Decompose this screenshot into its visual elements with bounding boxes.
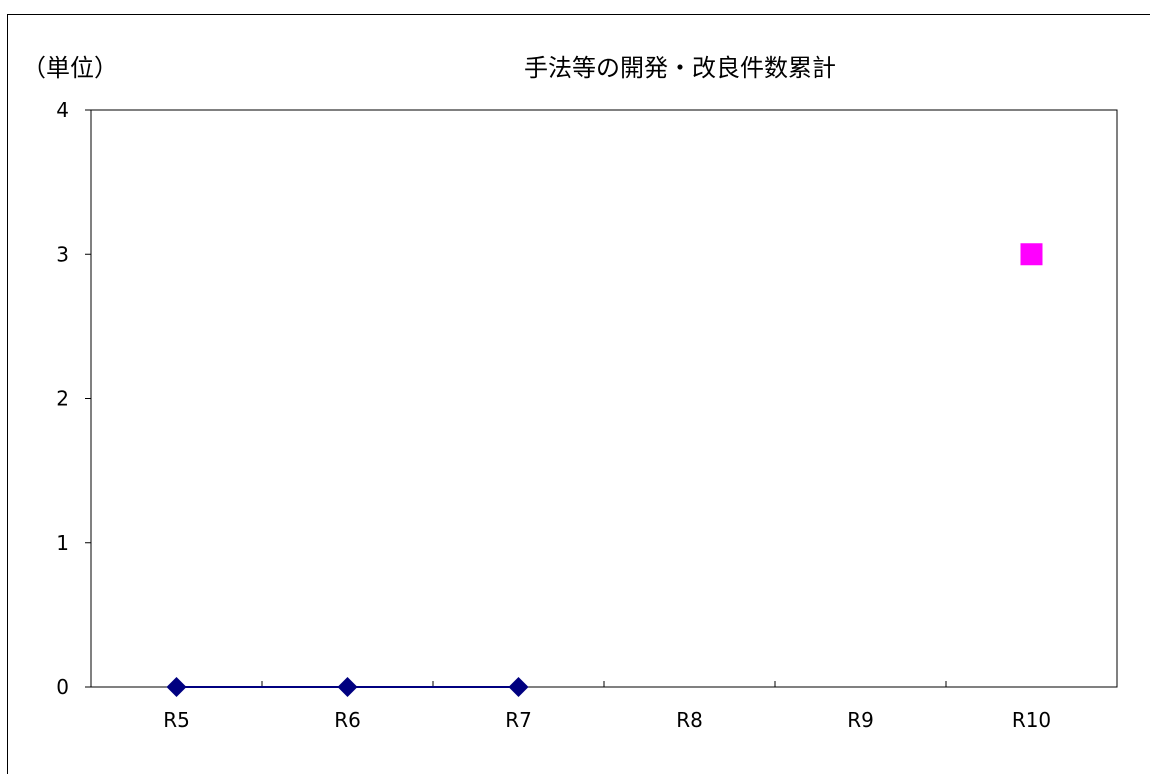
- x-tick-label: R6: [334, 708, 361, 732]
- x-tick-label: R9: [847, 708, 874, 732]
- data-point-diamond: [508, 677, 529, 697]
- series-2: [1020, 243, 1043, 266]
- series-1: [166, 677, 529, 697]
- data-point-diamond: [337, 677, 358, 697]
- y-tick-label: 3: [56, 242, 69, 266]
- data-point-diamond: [166, 677, 187, 697]
- y-tick-label: 1: [56, 531, 69, 555]
- y-axis: 0 1 2 3 4: [56, 98, 91, 699]
- y-tick-label: 4: [56, 98, 69, 122]
- plot-area: [90, 109, 1118, 688]
- data-point-square: [1020, 243, 1043, 266]
- x-axis: R5 R6 R7 R8 R9 R10: [163, 681, 1051, 732]
- chart: 手法等の開発・改良件数累計 （単位） 0 1 2 3 4 R5 R6 R7 R8 R9 R10: [22, 54, 1118, 732]
- chart-title: 手法等の開発・改良件数累計: [524, 54, 836, 82]
- chart-frame: [7, 14, 1150, 774]
- x-tick-label: R10: [1012, 708, 1051, 732]
- series-layer: [166, 243, 1043, 697]
- x-tick-label: R5: [163, 708, 190, 732]
- y-tick-label: 2: [56, 387, 69, 411]
- x-tick-label: R8: [676, 708, 703, 732]
- y-tick-label: 0: [56, 675, 69, 699]
- unit-label: （単位）: [22, 54, 118, 82]
- x-tick-label: R7: [505, 708, 532, 732]
